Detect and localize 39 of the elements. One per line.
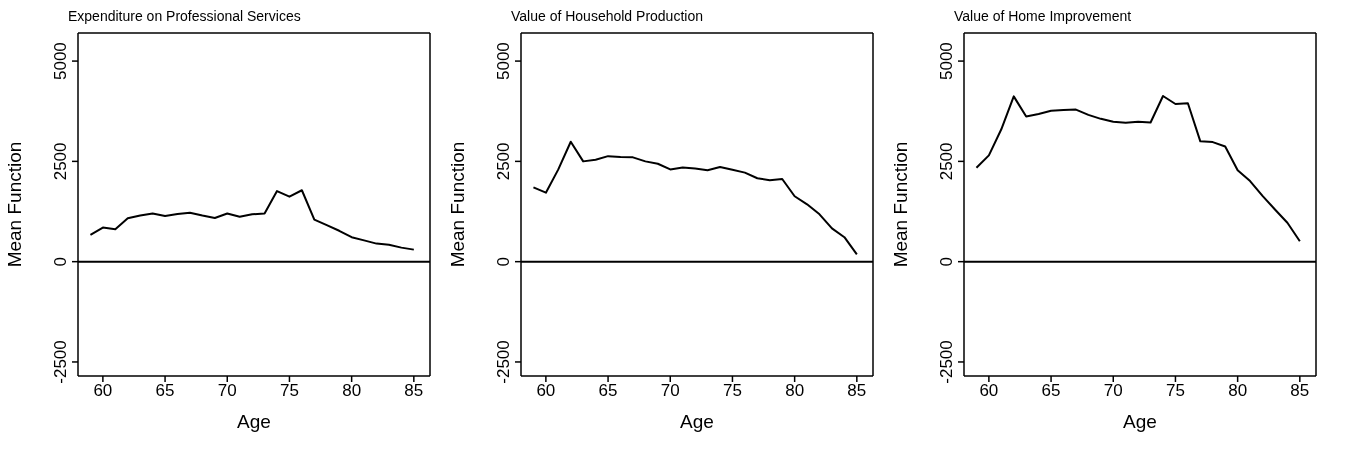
line-series: [532, 140, 858, 256]
y-tick-label: 2500: [51, 142, 70, 181]
x-tick-label: 80: [785, 381, 805, 401]
x-tick-label: 85: [1290, 381, 1310, 401]
x-tick-label: 75: [279, 381, 299, 401]
x-tick-label: 60: [979, 381, 999, 401]
y-tick-label: 0: [494, 256, 513, 267]
line-series: [89, 189, 415, 251]
x-tick-label: 80: [342, 381, 362, 401]
y-tick-label: 5000: [51, 42, 70, 80]
y-tick-label: -2500: [51, 340, 70, 384]
x-tick-label: 70: [1103, 381, 1123, 401]
x-axis-title: Age: [1123, 411, 1157, 432]
x-tick-label: 65: [598, 381, 618, 401]
x-tick-label: 75: [1165, 381, 1185, 401]
y-tick-label: 5000: [494, 42, 513, 80]
x-tick-label: 60: [536, 381, 556, 401]
y-tick-label: 2500: [494, 142, 513, 181]
y-tick-label: 0: [51, 256, 70, 267]
x-axis-title: Age: [237, 411, 271, 432]
y-tick-label: 0: [937, 256, 956, 267]
x-tick-label: 85: [847, 381, 867, 401]
y-tick-label: 2500: [937, 142, 956, 181]
y-tick-label: 5000: [937, 42, 956, 80]
chart-title: Expenditure on Professional Services: [68, 8, 301, 24]
x-tick-label: 65: [155, 381, 175, 401]
x-tick-label: 70: [660, 381, 680, 401]
y-tick-label: -2500: [937, 340, 956, 384]
x-axis-title: Age: [680, 411, 714, 432]
x-tick-label: 75: [722, 381, 742, 401]
x-tick-label: 85: [404, 381, 424, 401]
x-tick-label: 80: [1228, 381, 1248, 401]
chart-title: Value of Home Improvement: [954, 8, 1132, 24]
x-tick-label: 60: [93, 381, 113, 401]
x-tick-label: 65: [1041, 381, 1061, 401]
x-tick-label: 70: [217, 381, 237, 401]
y-tick-label: -2500: [494, 340, 513, 384]
chart-title: Value of Household Production: [511, 8, 703, 24]
line-series: [975, 94, 1301, 243]
